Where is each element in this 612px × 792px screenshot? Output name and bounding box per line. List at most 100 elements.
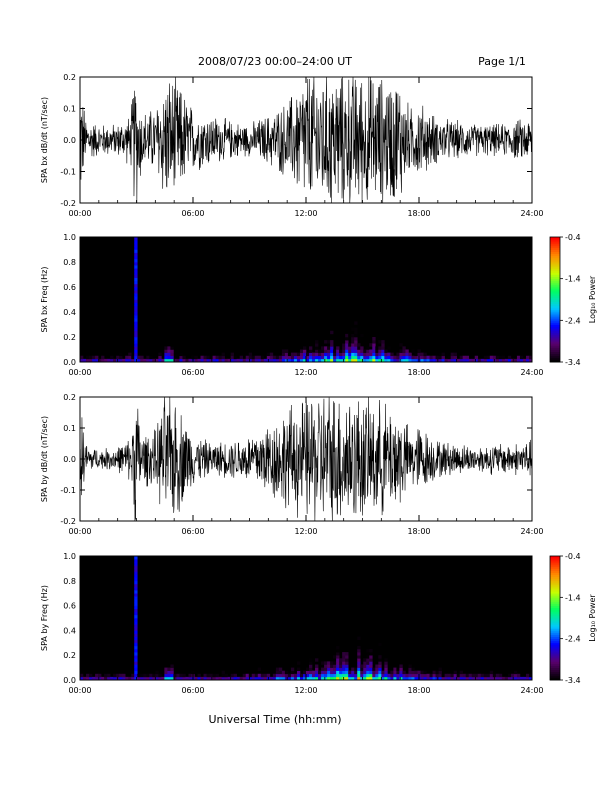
- spectrogram-cell: [348, 355, 352, 360]
- spectrogram-cell: [104, 358, 108, 363]
- spectrogram-cell: [98, 358, 102, 363]
- spectrogram-cell: [390, 358, 394, 363]
- spectrogram-cell: [396, 676, 400, 681]
- spectrogram-cell: [426, 673, 430, 678]
- spectrogram-cell: [348, 670, 352, 675]
- spectrogram-cell: [212, 676, 216, 681]
- spectrogram-cell: [459, 355, 463, 360]
- spectrogram-cell: [86, 355, 90, 360]
- colorbar-swatch: [550, 677, 560, 681]
- spectrogram-cell: [324, 340, 328, 344]
- spectrogram-cell: [191, 670, 195, 675]
- spectrogram-cell: [345, 340, 349, 344]
- spectrogram-cell: [134, 308, 138, 313]
- colorbar-swatch: [550, 570, 560, 573]
- spectrogram-cell: [357, 349, 361, 353]
- spectrogram-cell: [197, 673, 201, 678]
- spectrogram-cell: [134, 243, 138, 247]
- spectrogram-cell: [369, 355, 373, 360]
- spectrogram-cell: [405, 352, 409, 357]
- spectrogram-cell: [435, 676, 439, 681]
- colorbar-swatch: [550, 595, 560, 598]
- spectrogram-cell: [354, 343, 358, 347]
- spectrogram-cell: [269, 676, 274, 681]
- spectrogram-cell: [134, 258, 138, 263]
- spectrogram-cell: [384, 670, 388, 675]
- spectrogram-cell: [363, 352, 367, 357]
- spectrogram-cell: [281, 349, 286, 353]
- colorbar-swatch: [550, 247, 560, 250]
- spectrogram-cell: [254, 358, 259, 363]
- spectrogram-cell: [384, 355, 388, 360]
- colorbar-swatch: [550, 671, 560, 675]
- spectrogram-cell: [275, 358, 280, 363]
- spectrogram-cell: [471, 673, 476, 678]
- spectrogram-cell: [363, 349, 367, 353]
- spectrogram-cell: [366, 352, 370, 357]
- spectrogram-cell: [378, 670, 382, 675]
- spectrogram-cell: [257, 673, 262, 678]
- spectrogram-cell: [134, 262, 138, 266]
- figure-title: 2008/07/23 00:00–24:00 UT: [198, 55, 352, 68]
- colorbar-swatch: [550, 618, 560, 621]
- spectrogram-cell: [357, 655, 361, 659]
- y-axis-label: SPA by Freq (Hz): [40, 585, 49, 651]
- spectrogram-cell: [134, 673, 138, 678]
- spectrogram-cell: [378, 658, 382, 662]
- spectrogram-cell: [339, 676, 343, 681]
- colorbar-swatch: [550, 251, 560, 255]
- spectrogram-cell: [324, 352, 328, 357]
- spectrogram-cell: [444, 673, 448, 678]
- colorbar-swatch: [550, 241, 560, 244]
- y-tick-label: 0.2: [63, 333, 76, 342]
- spectrogram-cell: [528, 676, 533, 681]
- spectrogram-cell: [119, 676, 123, 681]
- spectrogram-cell: [357, 676, 361, 681]
- spectrogram-cell: [462, 358, 466, 363]
- spectrogram-cell: [134, 346, 138, 350]
- spectrogram-cell: [348, 333, 352, 338]
- spectrogram-cell: [498, 358, 503, 363]
- spectrogram-cell: [167, 346, 171, 350]
- spectrogram-cell: [336, 670, 340, 675]
- spectrogram-cell: [339, 664, 343, 668]
- spectrogram-cell: [107, 358, 111, 363]
- spectrogram-cell: [348, 346, 352, 350]
- colorbar-swatch: [550, 599, 560, 602]
- spectrogram-cell: [336, 673, 340, 678]
- spectrogram-cell: [137, 673, 141, 678]
- colorbar-swatch: [550, 626, 560, 629]
- spectrogram-cell: [438, 667, 442, 671]
- spectrogram-cell: [134, 358, 138, 363]
- spectrogram-cell: [321, 346, 325, 350]
- spectrogram-cell: [498, 673, 503, 678]
- spectrogram-cell: [399, 355, 403, 360]
- spectrogram-cell: [309, 673, 313, 678]
- spectrogram-cell: [357, 673, 361, 678]
- spectrogram-cell: [411, 676, 415, 681]
- colorbar-swatch: [550, 558, 560, 561]
- spectrogram-cell: [134, 265, 138, 269]
- spectrogram-cell: [260, 676, 265, 681]
- spectrogram-cell: [525, 355, 530, 360]
- colorbar-swatch: [550, 282, 560, 286]
- colorbar-swatch: [550, 293, 560, 296]
- spectrogram-cell: [375, 664, 379, 668]
- waveform-series: [80, 77, 532, 203]
- spectrogram-cell: [89, 676, 93, 681]
- spectrogram-cell: [245, 358, 250, 363]
- spectrogram-cell: [302, 352, 307, 357]
- spectrogram-cell: [333, 661, 337, 665]
- spectrogram-cell: [384, 349, 388, 353]
- spectrogram-cell: [161, 676, 165, 681]
- spectrogram-cell: [453, 355, 457, 360]
- spectrogram-cell: [134, 624, 138, 628]
- spectrogram-cell: [465, 358, 470, 363]
- spectrogram-cell: [489, 355, 494, 360]
- spectrogram-cell: [423, 358, 427, 363]
- spectrogram-cell: [453, 352, 457, 357]
- spectrogram-cell: [399, 343, 403, 347]
- spectrogram-cell: [149, 358, 153, 363]
- spectrogram-cell: [369, 661, 373, 665]
- spectrogram-cell: [372, 673, 376, 678]
